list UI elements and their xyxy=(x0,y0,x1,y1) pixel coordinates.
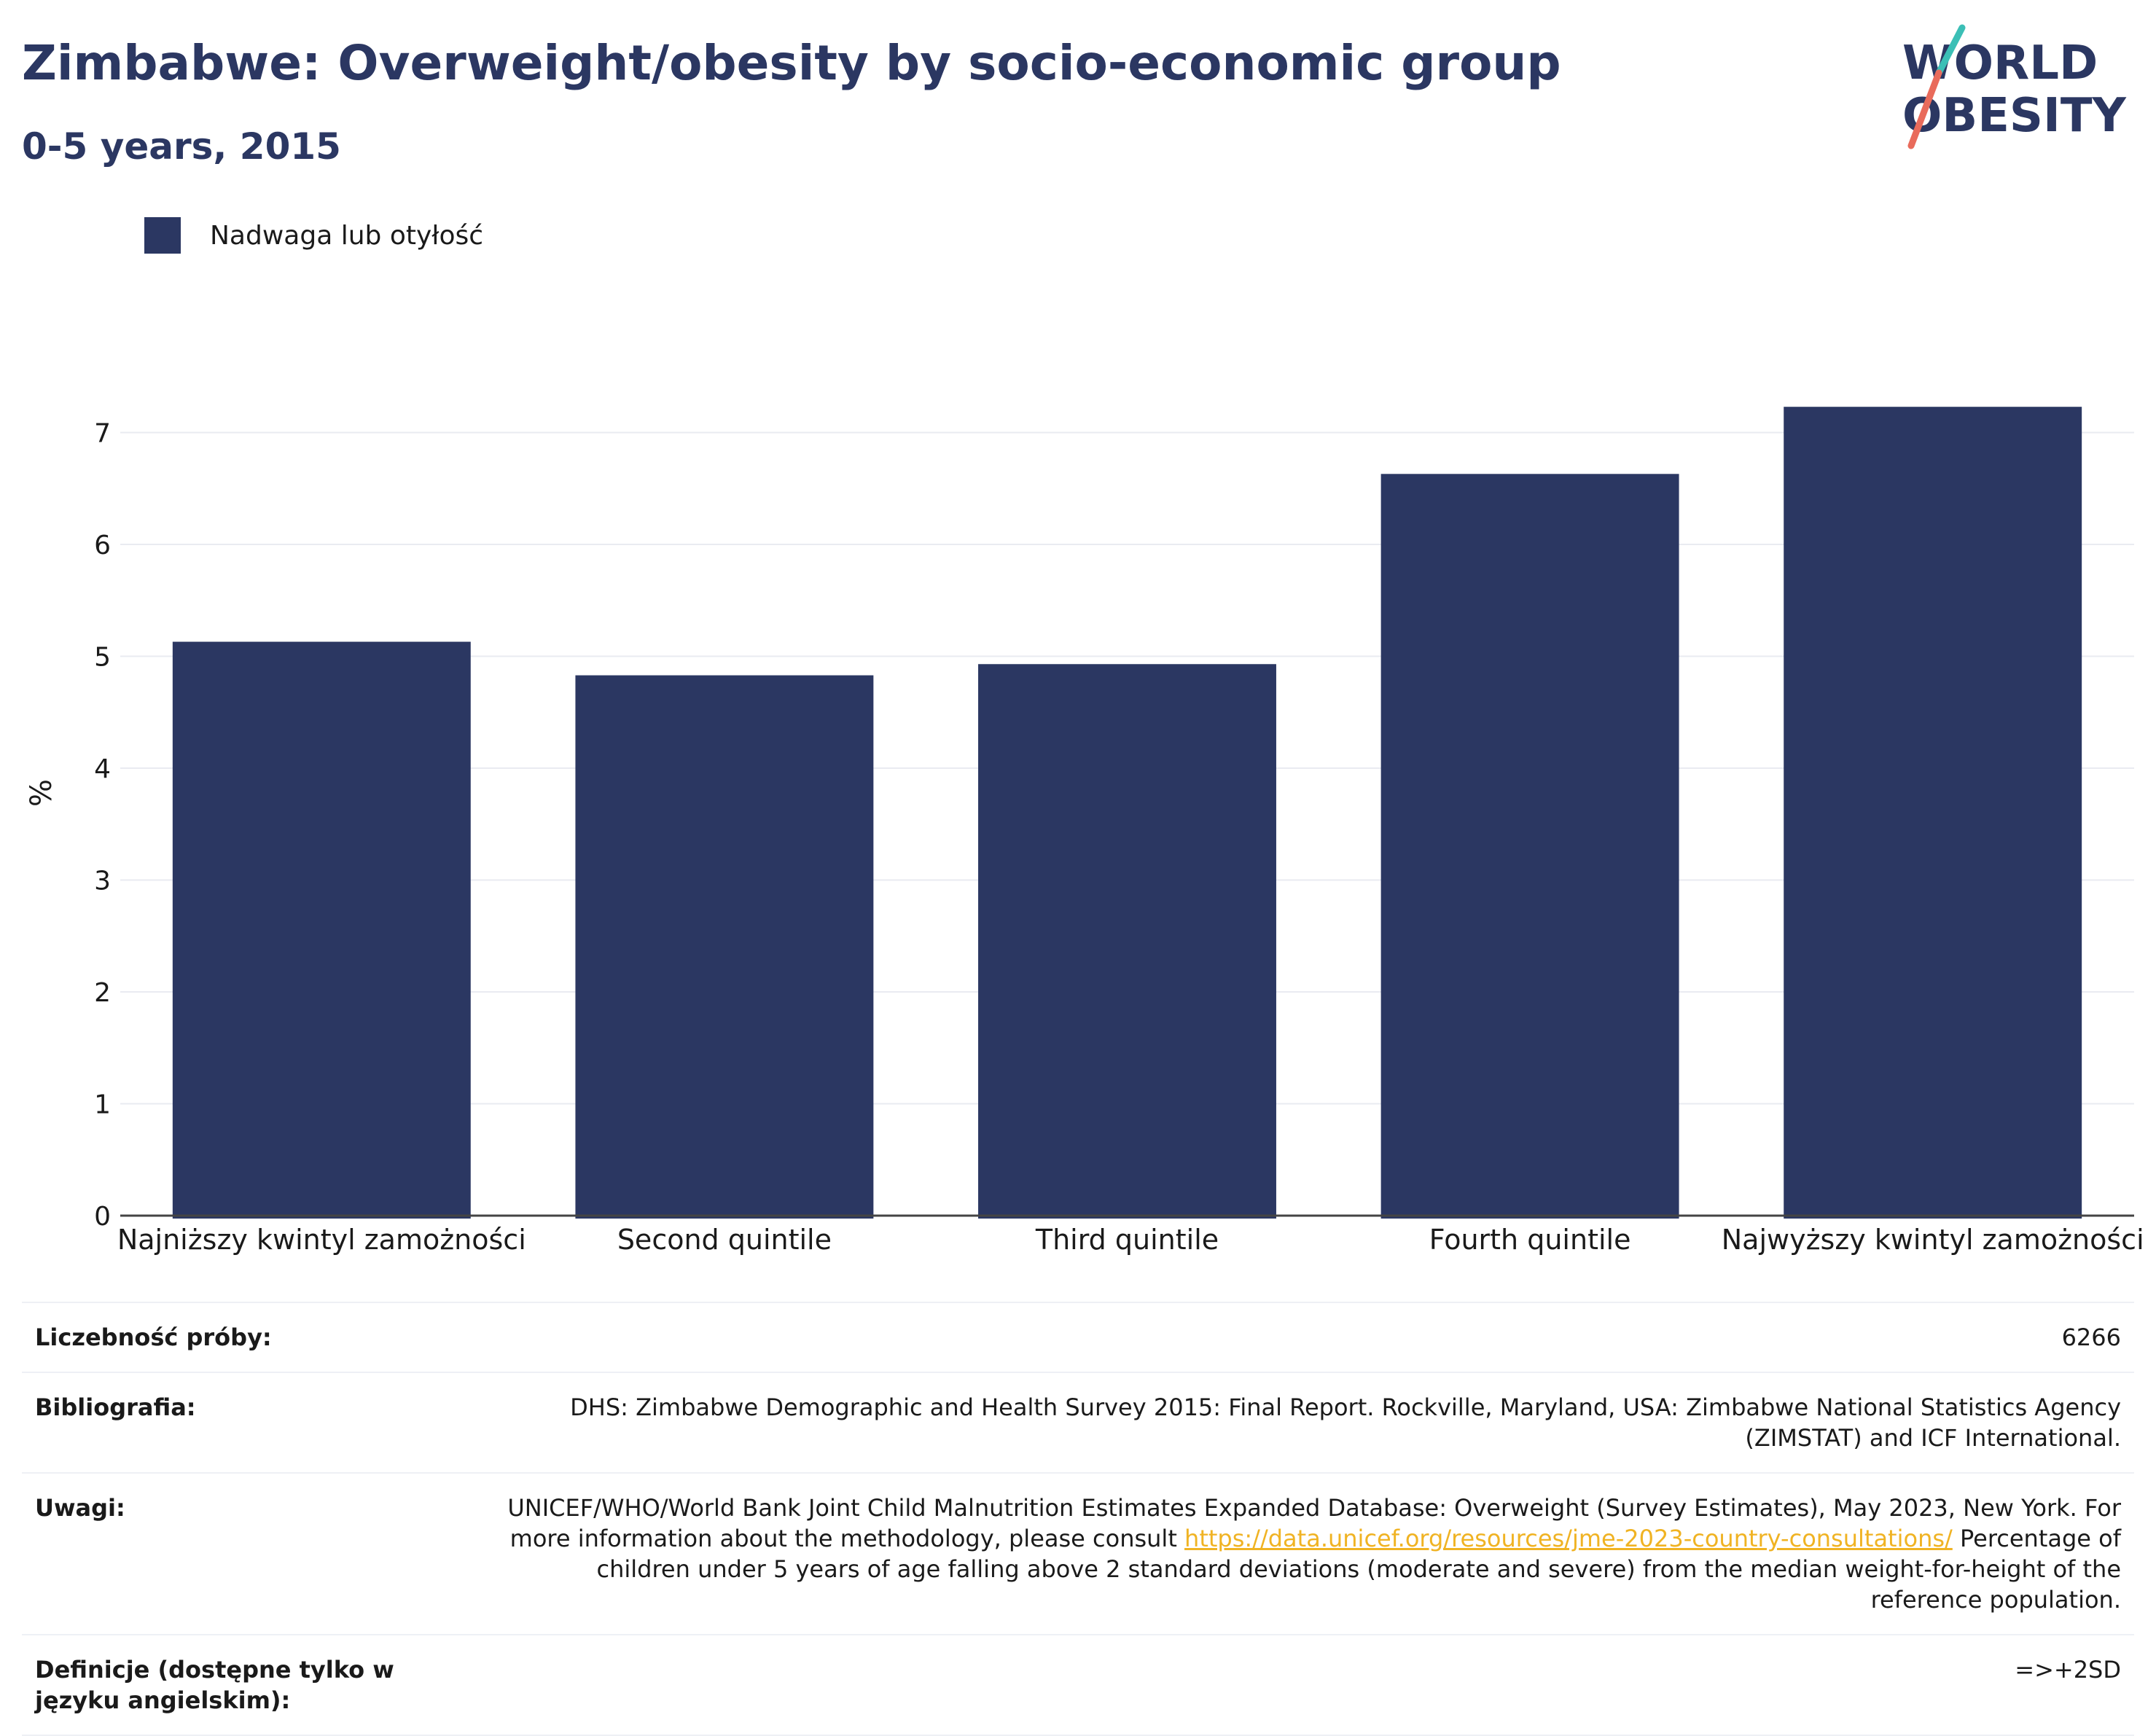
y-axis-label: % xyxy=(25,779,58,807)
x-tick-label: Fourth quintile xyxy=(1429,1224,1631,1256)
definitions-value: =>+2SD xyxy=(2015,1656,2121,1684)
legend-swatch xyxy=(144,217,181,254)
definitions-label: Definicje (dostępne tylko w języku angie… xyxy=(35,1656,394,1714)
y-tick-label: 0 xyxy=(94,1202,111,1232)
notes-value: UNICEF/WHO/World Bank Joint Child Malnut… xyxy=(485,1473,2134,1635)
y-tick-label: 4 xyxy=(94,754,111,784)
metadata-table: Liczebność próby: 6266 Bibliografia: DHS… xyxy=(22,1302,2134,1736)
bar xyxy=(1380,474,1679,1219)
bibliography-row: Bibliografia: DHS: Zimbabwe Demographic … xyxy=(22,1372,2134,1473)
chart-title: Zimbabwe: Overweight/obesity by socio-ec… xyxy=(22,35,1561,91)
definitions-row: Definicje (dostępne tylko w języku angie… xyxy=(22,1635,2134,1735)
notes-text-2: Percentage of children under 5 years of … xyxy=(596,1525,2122,1614)
legend-label: Nadwaga lub otyłość xyxy=(210,220,484,251)
sample-size-value: 6266 xyxy=(2061,1323,2121,1351)
y-tick-label: 6 xyxy=(94,531,111,560)
logo-slash-teal xyxy=(1935,24,1966,77)
notes-label: Uwagi: xyxy=(35,1494,125,1522)
bar-chart: 0 1 2 3 4 5 6 7% Najniższy kwintyl zamożności Sec… xyxy=(25,407,2144,1256)
bar xyxy=(978,664,1276,1219)
x-tick-label: Second quintile xyxy=(617,1224,832,1256)
sample-size-row: Liczebność próby: 6266 xyxy=(22,1302,2134,1372)
bar xyxy=(575,675,874,1219)
world-obesity-logo: WORLD OBESITY xyxy=(1902,24,2126,149)
x-tick-label: Najwyższy kwintyl zamożności xyxy=(1722,1224,2144,1256)
bibliography-value: DHS: Zimbabwe Demographic and Health Sur… xyxy=(570,1393,2121,1452)
y-tick-label: 7 xyxy=(94,419,111,449)
notes-text-1: UNICEF/WHO/World Bank Joint Child Malnut… xyxy=(507,1494,2121,1552)
bar xyxy=(172,641,471,1219)
logo-slash-coral xyxy=(1907,69,1942,149)
y-tick-label: 1 xyxy=(94,1090,111,1120)
x-tick-label: Najniższy kwintyl zamożności xyxy=(117,1224,526,1256)
bar xyxy=(1784,407,2082,1219)
y-tick-label: 2 xyxy=(94,978,111,1008)
notes-row: Uwagi: UNICEF/WHO/World Bank Joint Child… xyxy=(22,1473,2134,1635)
logo-line2: OBESITY xyxy=(1902,89,2126,143)
sample-size-label: Liczebność próby: xyxy=(35,1323,272,1351)
methodology-link[interactable]: https://data.unicef.org/resources/jme-20… xyxy=(1184,1525,1953,1552)
y-tick-label: 3 xyxy=(94,867,111,896)
bibliography-label: Bibliografia: xyxy=(35,1393,196,1421)
legend[interactable]: Nadwaga lub otyłość xyxy=(144,216,483,255)
chart-subtitle: 0-5 years, 2015 xyxy=(22,125,341,168)
x-tick-label: Third quintile xyxy=(1035,1224,1219,1256)
y-tick-label: 5 xyxy=(94,643,111,673)
